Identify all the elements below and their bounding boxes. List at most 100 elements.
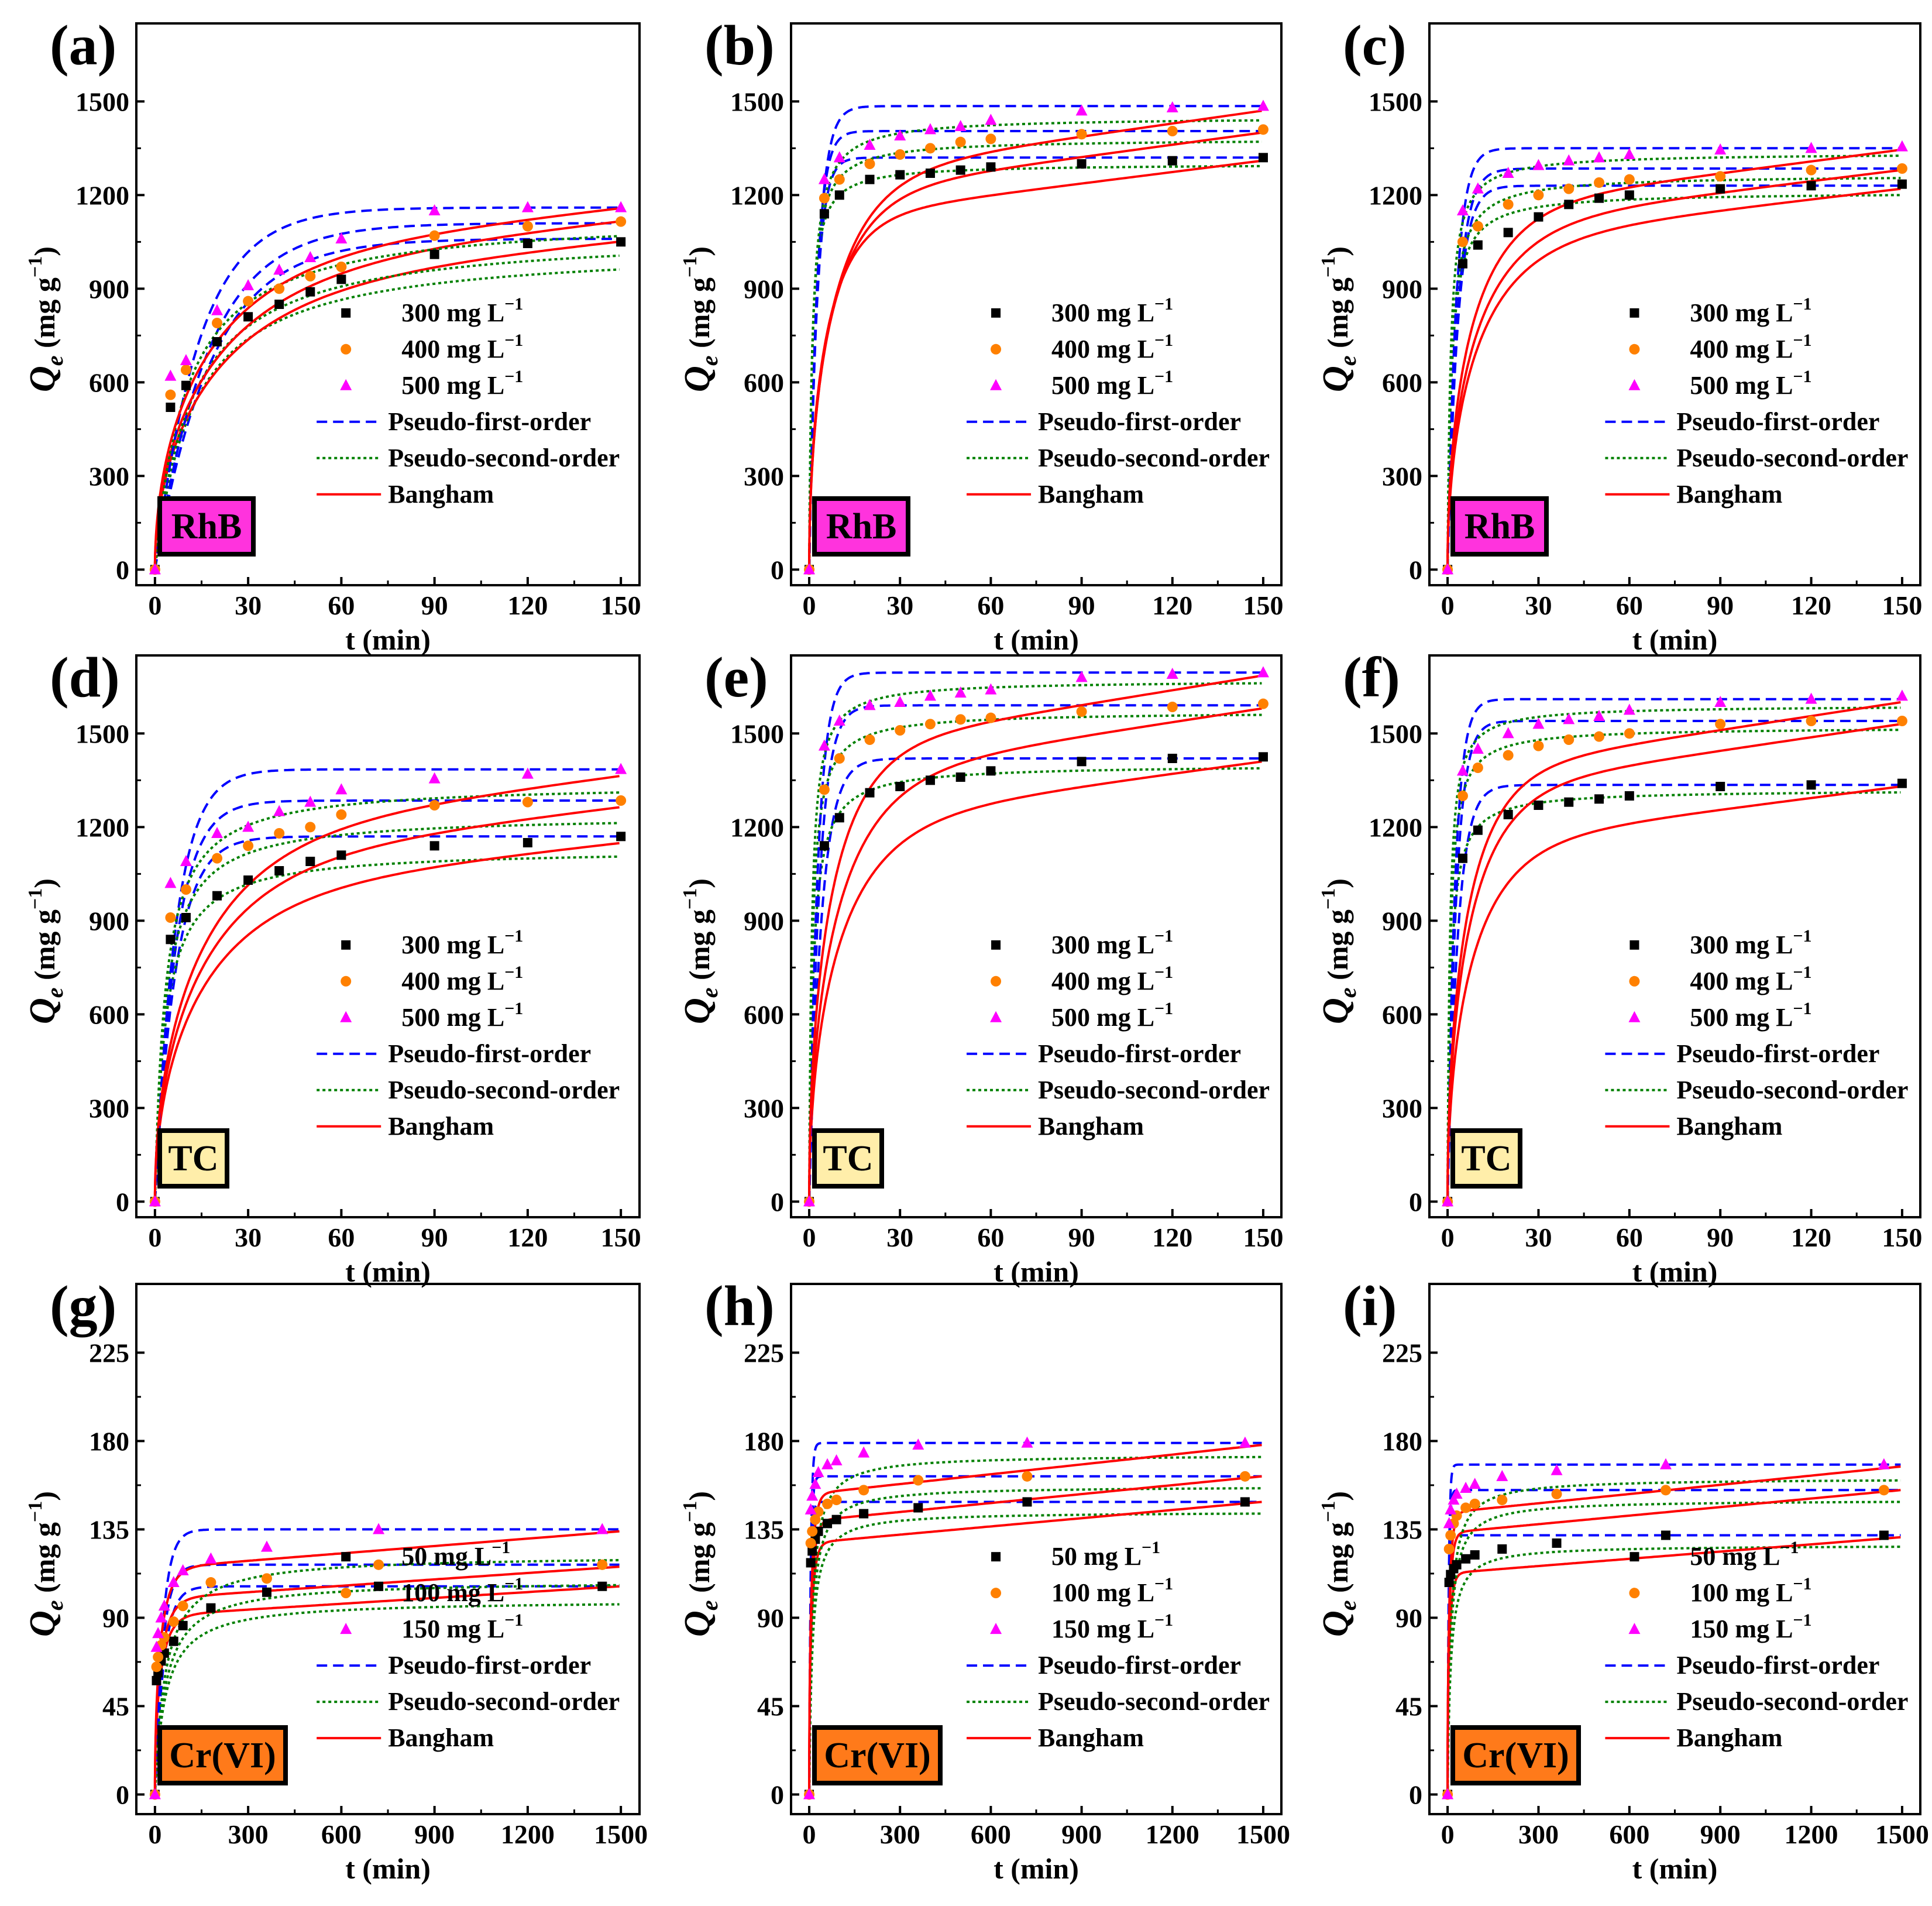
data-point-triangle [985,683,997,695]
data-point-circle [180,365,191,375]
x-tick-label: 300 [880,1819,920,1849]
data-point-circle [895,149,906,160]
legend-marker-square [991,1552,1001,1562]
y-axis-title: Qe (mg g−1) [1316,246,1361,392]
data-point-circle [1551,1489,1562,1500]
legend-marker-circle [341,976,352,987]
data-point-circle [1896,163,1907,174]
x-tick-label: 600 [321,1819,362,1849]
pso-curve-s2 [808,140,1262,570]
data-point-square [522,239,532,248]
legend-label-main: 50 mg L [1051,1542,1142,1571]
data-point-circle [274,828,285,839]
legend-label: Bangham [388,1723,494,1752]
data-point-circle [819,193,830,204]
legend-label-main: 500 mg L [401,371,504,400]
legend-label-main: 150 mg L [1051,1615,1154,1643]
pso-curve-s3 [153,791,620,1202]
legend-label: 400 mg L−1 [401,963,523,995]
legend-label-exp: −1 [1154,999,1173,1018]
bangham-curve-s2 [153,220,620,570]
analyte-badge-label: RhB [1465,507,1535,547]
y-axis-title: Qe (mg g−1) [1316,878,1361,1024]
y-tick-label: 225 [1382,1338,1422,1368]
data-point-circle [985,712,996,723]
x-tick-label: 90 [421,1222,448,1252]
y-tick-label: 135 [744,1515,784,1544]
data-point-square [1552,1538,1562,1548]
legend-label-exp: −1 [1154,331,1173,350]
data-point-triangle [335,783,348,795]
data-point-triangle [373,1523,385,1534]
data-point-triangle [615,201,627,212]
data-point-triangle [1623,703,1635,715]
data-point-circle [913,1475,924,1486]
data-point-circle [180,884,191,895]
pso-curve-s2 [1446,177,1901,570]
legend-label: 150 mg L−1 [1690,1610,1811,1643]
y-axis-title-close: ) [683,1491,716,1501]
data-point-triangle [242,279,255,290]
analyte-badge-label: TC [823,1139,873,1179]
legend-label: 150 mg L−1 [401,1610,523,1643]
bangham-curve-s2 [153,806,620,1202]
y-tick-label: 600 [744,1000,784,1029]
bangham-curve-s1 [1446,785,1901,1202]
data-point-circle [1472,763,1483,773]
data-point-circle [1167,702,1178,712]
x-tick-label: 120 [1791,590,1831,620]
data-point-triangle [1456,764,1469,776]
legend-label: Pseudo-first-order [1038,407,1241,436]
legend-label-exp: −1 [1793,294,1811,314]
legend-marker-square [1630,1552,1639,1562]
data-point-circle [831,1495,842,1506]
y-tick-label: 0 [771,555,784,585]
y-axis-title-units: (mg g [1321,909,1354,987]
pfo-curve-s2 [808,1475,1262,1795]
legend-label: Pseudo-first-order [388,1651,591,1680]
data-point-triangle [894,129,906,140]
x-tick-label: 1500 [1236,1819,1290,1849]
y-tick-label: 0 [116,1187,129,1217]
data-point-square [178,1620,188,1630]
analyte-badge [157,1725,288,1785]
y-axis-title-subscript: e [42,355,68,366]
data-point-square [1897,778,1907,788]
legend-marker-circle [1629,976,1640,987]
panel-label: (i) [1343,1275,1397,1338]
data-point-triangle [1442,1195,1454,1207]
y-tick-label: 1200 [730,180,784,210]
data-point-triangle [1896,689,1908,701]
data-point-square [823,1519,833,1529]
bangham-curve-s3 [808,674,1262,1202]
legend-label-exp: −1 [1793,926,1811,946]
data-point-circle [864,159,875,169]
x-tick-label: 600 [971,1819,1011,1849]
legend-label: 500 mg L−1 [1690,367,1811,400]
y-tick-label: 0 [116,555,129,585]
bangham-curve-s1 [1446,187,1901,570]
x-axis-title: t (min) [1632,1255,1718,1288]
data-point-square [1534,801,1543,810]
y-tick-label: 225 [89,1338,129,1368]
y-tick-label: 600 [1382,368,1422,397]
x-axis-title: t (min) [993,1255,1079,1288]
legend-label-exp: −1 [504,294,523,314]
analyte-badge-label: Cr(VI) [169,1736,276,1776]
data-point-triangle [809,1478,821,1489]
data-point-square [1534,212,1543,222]
pfo-curve-s1 [1446,784,1901,1202]
data-point-triangle [1469,1478,1481,1489]
x-axis-title: t (min) [1632,623,1718,656]
legend-marker-square [1630,308,1639,318]
analyte-badge-label: RhB [171,507,242,547]
analyte-badge [1450,496,1549,557]
y-axis-title: Qe (mg g−1) [678,1491,723,1637]
y-axis-title-close: ) [1321,1491,1354,1501]
data-point-circle [1594,177,1605,188]
data-point-circle [822,1498,833,1509]
data-point-triangle [818,173,830,184]
bangham-curve-s2 [1446,1489,1901,1795]
data-point-triangle [812,1466,824,1478]
